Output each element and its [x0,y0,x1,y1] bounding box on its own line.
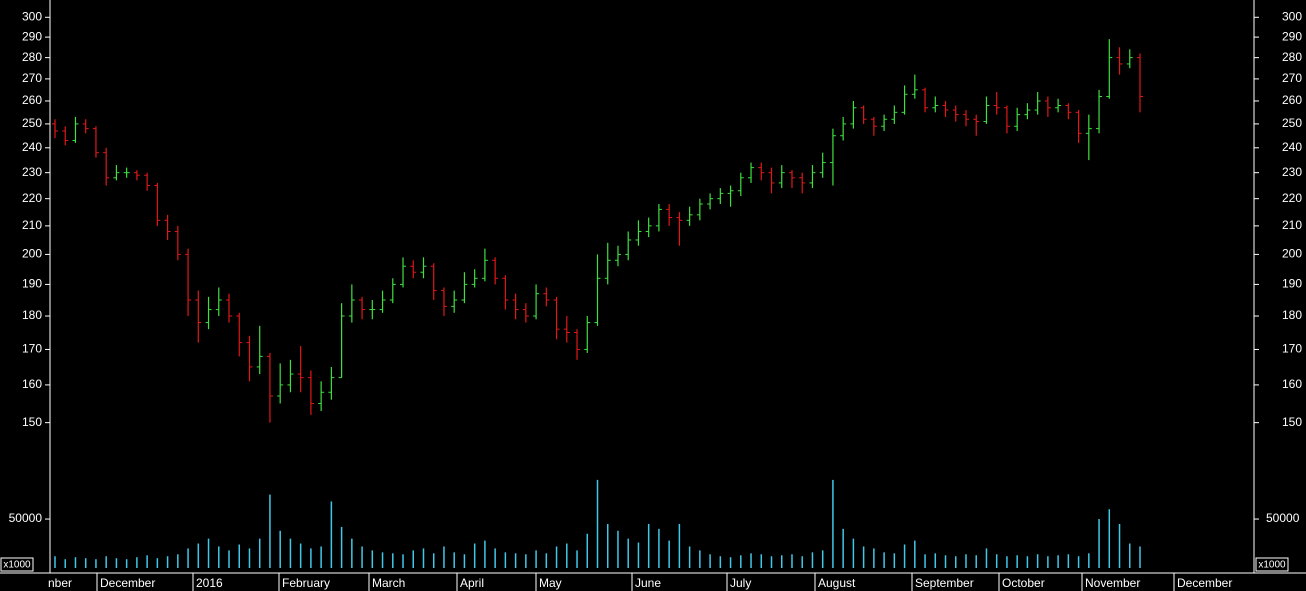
y-tick-label: 160 [1282,377,1302,391]
y-tick-label: 210 [22,218,42,232]
y-tick-label: 270 [22,71,42,85]
unit-box [1255,557,1289,572]
y-tick-label: 160 [22,377,42,391]
y-tick-label: 280 [22,50,42,64]
x-tick-label: March [372,576,405,590]
y-tick-label: 190 [1282,277,1302,291]
x-tick-label: July [730,576,751,590]
x-tick-label: May [539,576,562,590]
y-tick-label: 240 [1282,140,1302,154]
x-tick-label: September [915,576,974,590]
y-tick-label: 200 [22,247,42,261]
y-tick-label: 300 [1282,9,1302,23]
y-tick-label: 250 [22,116,42,130]
y-tick-label: 180 [22,308,42,322]
y-tick-label: 210 [1282,218,1302,232]
y-tick-label: 150 [22,415,42,429]
x-tick-label: February [282,576,330,590]
y-tick-label: 300 [22,9,42,23]
y-tick-label: 170 [1282,342,1302,356]
volume-tick-label: 50000 [1266,511,1300,525]
y-tick-label: 260 [1282,93,1302,107]
y-tick-label: 170 [22,342,42,356]
x-tick-label: June [635,576,661,590]
y-tick-label: 240 [22,140,42,154]
y-tick-label: 270 [1282,71,1302,85]
volume-tick-label: 50000 [9,511,43,525]
y-tick-label: 280 [1282,50,1302,64]
volume-unit: x1000 [1258,560,1286,571]
y-tick-label: 250 [1282,116,1302,130]
volume-unit: x1000 [3,560,31,571]
y-tick-label: 220 [22,191,42,205]
unit-box [0,557,34,572]
y-tick-label: 230 [22,165,42,179]
y-tick-label: 150 [1282,415,1302,429]
x-tick-label: December [100,576,155,590]
y-tick-label: 190 [22,277,42,291]
x-tick-label: December [1177,576,1232,590]
y-tick-label: 200 [1282,247,1302,261]
x-tick-label: October [1002,576,1045,590]
x-tick-label: August [818,576,856,590]
y-tick-label: 230 [1282,165,1302,179]
x-tick-label: November [1085,576,1140,590]
x-tick-label: 2016 [196,576,223,590]
y-tick-label: 180 [1282,308,1302,322]
x-tick-label: nber [48,576,72,590]
y-tick-label: 220 [1282,191,1302,205]
y-tick-label: 290 [1282,29,1302,43]
x-tick-label: April [460,576,484,590]
y-tick-label: 290 [22,29,42,43]
y-tick-label: 260 [22,93,42,107]
